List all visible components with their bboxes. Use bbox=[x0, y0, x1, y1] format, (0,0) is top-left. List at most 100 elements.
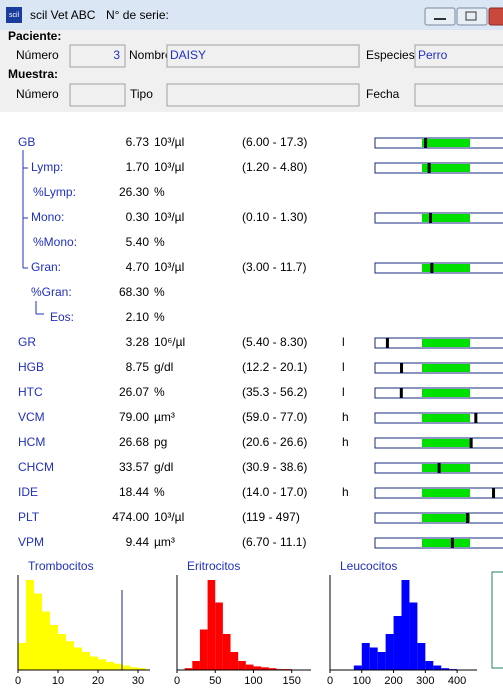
patient-name-label: Nombre bbox=[129, 48, 172, 62]
result-unit: 10³/µl bbox=[154, 210, 184, 224]
x-tick-label: 0 bbox=[15, 675, 21, 687]
result-range: (30.9 - 38.6) bbox=[242, 460, 307, 474]
results: GB 6.73 10³/µl (6.00 - 17.3) Lymp: 1.70 10³/µl… bbox=[18, 135, 503, 549]
x-tick-label: 0 bbox=[174, 675, 180, 687]
histogram-bar bbox=[74, 647, 82, 670]
histogram-title: Leucocitos bbox=[340, 559, 397, 573]
minimize-button[interactable] bbox=[424, 7, 456, 26]
result-value: 474.00 bbox=[112, 510, 149, 524]
serial-label: N° de serie: bbox=[106, 8, 169, 22]
histogram-bar bbox=[441, 668, 450, 670]
sample-number-field[interactable] bbox=[69, 83, 126, 107]
result-value: 26.30 bbox=[119, 185, 149, 199]
range-normal bbox=[422, 339, 470, 347]
histograms: Trombocitos 0 10 20 30 Eritrocitos 0 50 100 150 Le… bbox=[15, 559, 477, 687]
app-icon-text: scil bbox=[9, 12, 20, 19]
result-flag: l bbox=[342, 360, 345, 374]
patient-heading: Paciente: bbox=[8, 29, 61, 43]
range-normal bbox=[422, 464, 470, 472]
result-name: PLT bbox=[18, 510, 40, 524]
result-range: (20.6 - 26.6) bbox=[242, 435, 307, 449]
histogram-bar bbox=[90, 656, 98, 670]
result-value: 18.44 bbox=[119, 485, 149, 499]
value-marker bbox=[427, 163, 431, 173]
sample-type-field[interactable] bbox=[166, 83, 360, 107]
result-value: 79.00 bbox=[119, 410, 149, 424]
result-name: %Lymp: bbox=[33, 185, 76, 199]
histogram-bar bbox=[184, 668, 193, 670]
x-tick-label: 200 bbox=[384, 675, 402, 687]
result-unit: % bbox=[154, 285, 165, 299]
result-value: 9.44 bbox=[126, 535, 150, 549]
histogram-bar bbox=[138, 668, 146, 670]
result-range: (35.3 - 56.2) bbox=[242, 385, 307, 399]
result-value: 0.30 bbox=[126, 210, 150, 224]
result-value: 68.30 bbox=[119, 285, 149, 299]
result-name: HGB bbox=[18, 360, 44, 374]
result-unit: 10³/µl bbox=[154, 260, 184, 274]
maximize-button[interactable] bbox=[456, 7, 488, 26]
sample-number-label: Número bbox=[16, 87, 59, 101]
patient-number: 3 bbox=[113, 48, 120, 62]
patient-name: DAISY bbox=[170, 48, 206, 62]
app-title: scil Vet ABC bbox=[30, 8, 96, 22]
result-range: (3.00 - 11.7) bbox=[242, 260, 306, 274]
value-marker bbox=[474, 413, 478, 423]
result-name: VPM bbox=[18, 535, 44, 549]
histogram-bar bbox=[50, 625, 58, 670]
maximize-icon bbox=[465, 11, 477, 21]
result-name: Mono: bbox=[31, 210, 64, 224]
app-icon bbox=[6, 7, 22, 23]
value-marker bbox=[492, 488, 496, 498]
result-range: (5.40 - 8.30) bbox=[242, 335, 307, 349]
result-flag: h bbox=[342, 410, 349, 424]
histogram-bar bbox=[82, 652, 90, 670]
histogram-bar bbox=[199, 629, 208, 670]
value-marker bbox=[450, 538, 454, 548]
result-unit: % bbox=[154, 485, 165, 499]
result-name: Eos: bbox=[50, 310, 74, 324]
histogram-bar bbox=[34, 593, 42, 670]
range-normal bbox=[422, 139, 470, 147]
result-name: HCM bbox=[18, 435, 45, 449]
patient-number-field[interactable] bbox=[69, 44, 126, 68]
result-name: IDE bbox=[18, 485, 38, 499]
histogram-bar bbox=[393, 616, 402, 670]
x-tick-label: 150 bbox=[283, 675, 301, 687]
result-name: GR bbox=[18, 335, 36, 349]
range-normal bbox=[422, 489, 470, 497]
sample-heading: Muestra: bbox=[8, 67, 58, 81]
value-marker bbox=[385, 338, 389, 348]
x-tick-label: 50 bbox=[209, 675, 221, 687]
histogram-bar bbox=[58, 634, 66, 670]
range-normal bbox=[422, 539, 470, 547]
result-unit: 10³/µl bbox=[154, 135, 184, 149]
species-field[interactable] bbox=[414, 44, 503, 68]
result-unit: 10³/µl bbox=[154, 160, 184, 174]
x-tick-label: 300 bbox=[416, 675, 434, 687]
close-button[interactable] bbox=[488, 7, 503, 26]
histogram-bar bbox=[377, 652, 386, 670]
result-name: GB bbox=[18, 135, 35, 149]
histogram-bar bbox=[207, 580, 216, 670]
result-range: (1.20 - 4.80) bbox=[242, 160, 307, 174]
histogram-bar bbox=[222, 634, 231, 670]
result-name: Gran: bbox=[31, 260, 61, 274]
result-unit: % bbox=[154, 235, 165, 249]
value-marker bbox=[430, 263, 434, 273]
result-range: (6.00 - 17.3) bbox=[242, 135, 307, 149]
result-unit: 10⁶/µl bbox=[154, 335, 185, 349]
value-marker bbox=[429, 213, 432, 223]
result-name: HTC bbox=[18, 385, 43, 399]
result-range: (59.0 - 77.0) bbox=[242, 410, 307, 424]
result-value: 4.70 bbox=[126, 260, 150, 274]
sample-date-field[interactable] bbox=[414, 83, 503, 107]
histogram-bar bbox=[253, 666, 262, 670]
result-value: 8.75 bbox=[126, 360, 150, 374]
patient-name-field[interactable] bbox=[166, 44, 360, 68]
histogram-bar bbox=[106, 661, 114, 670]
histogram-bar bbox=[42, 611, 50, 670]
result-unit: % bbox=[154, 185, 165, 199]
result-name: %Gran: bbox=[31, 285, 72, 299]
